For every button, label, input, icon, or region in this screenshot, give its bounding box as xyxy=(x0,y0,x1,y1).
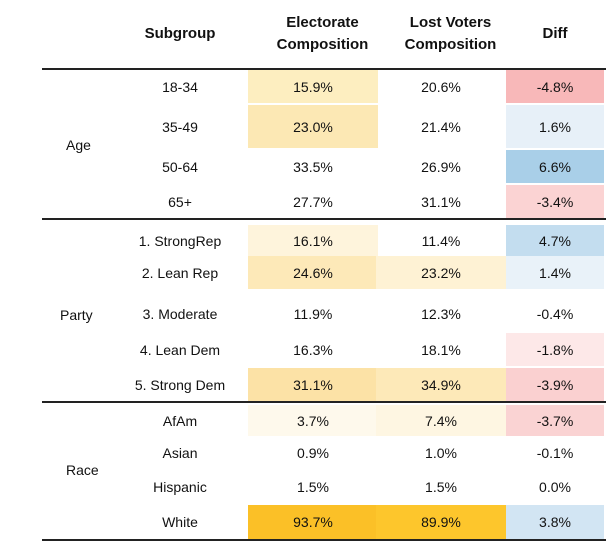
cell-lost: 89.9% xyxy=(376,505,506,539)
cell-subgroup: 2. Lean Rep xyxy=(141,264,219,281)
group-divider xyxy=(42,401,606,403)
header-diff: Diff xyxy=(542,25,568,42)
cell-electorate: 27.7% xyxy=(293,193,333,210)
cell-diff: -3.7% xyxy=(506,405,604,436)
cell-diff: 3.8% xyxy=(506,505,604,539)
cell-subgroup: 35-49 xyxy=(162,118,198,135)
cell-subgroup: 18-34 xyxy=(162,78,198,95)
cell-lost: 1.5% xyxy=(425,478,457,495)
cell-lost: 26.9% xyxy=(421,158,461,175)
table-row: 18-34 15.9% 20.6% -4.8% xyxy=(0,70,610,103)
cell-electorate: 93.7% xyxy=(248,505,378,539)
cell-electorate: 31.1% xyxy=(248,368,378,401)
cell-subgroup: 50-64 xyxy=(162,158,198,175)
cell-diff: -4.8% xyxy=(506,70,604,103)
table-row: AfAm 3.7% 7.4% -3.7% xyxy=(0,405,610,436)
cell-lost: 20.6% xyxy=(421,78,461,95)
cell-diff: -3.4% xyxy=(506,185,604,218)
group-label: Race xyxy=(66,462,99,478)
cell-electorate: 3.7% xyxy=(248,405,378,436)
cell-subgroup: 3. Moderate xyxy=(142,306,218,322)
group-label: Party xyxy=(60,307,93,323)
cell-lost: 18.1% xyxy=(421,341,461,358)
cell-diff: 0.0% xyxy=(539,478,571,495)
table-row: 4. Lean Dem 16.3% 18.1% -1.8% xyxy=(0,333,610,366)
table-row: White 93.7% 89.9% 3.8% xyxy=(0,505,610,539)
cell-subgroup: AfAm xyxy=(162,412,198,429)
cell-subgroup: 5. Strong Dem xyxy=(134,376,226,393)
cell-diff: 4.7% xyxy=(506,225,604,256)
cell-electorate: 16.3% xyxy=(293,341,333,358)
cell-lost: 12.3% xyxy=(421,306,461,322)
group-label: Age xyxy=(66,137,91,153)
cell-subgroup: Hispanic xyxy=(153,478,207,495)
cell-electorate: 1.5% xyxy=(297,478,329,495)
cell-diff: 1.4% xyxy=(506,256,604,289)
cell-electorate: 24.6% xyxy=(248,256,378,289)
header-electorate-composition: Electorate Composition xyxy=(276,14,369,53)
cell-subgroup: Asian xyxy=(162,444,198,461)
cell-diff: 1.6% xyxy=(506,105,604,148)
cell-lost: 11.4% xyxy=(421,232,461,249)
table-row: 35-49 23.0% 21.4% 1.6% xyxy=(0,105,610,148)
table-row: 1. StrongRep 16.1% 11.4% 4.7% xyxy=(0,225,610,256)
cell-lost: 21.4% xyxy=(421,118,461,135)
table-row: 2. Lean Rep 24.6% 23.2% 1.4% xyxy=(0,256,610,289)
cell-electorate: 11.9% xyxy=(293,306,333,322)
cell-subgroup: 65+ xyxy=(168,193,192,210)
table-row: 50-64 33.5% 26.9% 6.6% xyxy=(0,150,610,183)
cell-electorate: 16.1% xyxy=(248,225,378,256)
cell-diff: 6.6% xyxy=(506,150,604,183)
cell-lost: 31.1% xyxy=(421,193,461,210)
table-row: 65+ 27.7% 31.1% -3.4% xyxy=(0,185,610,218)
table-row: 3. Moderate 11.9% 12.3% -0.4% xyxy=(0,297,610,331)
cell-diff: -1.8% xyxy=(506,333,604,366)
cell-electorate: 23.0% xyxy=(248,105,378,148)
cell-subgroup: 1. StrongRep xyxy=(138,232,222,249)
cell-lost: 7.4% xyxy=(376,405,506,436)
group-divider xyxy=(42,68,606,70)
table-row: Asian 0.9% 1.0% -0.1% xyxy=(0,437,610,468)
cell-lost: 34.9% xyxy=(376,368,506,401)
table-row: 5. Strong Dem 31.1% 34.9% -3.9% xyxy=(0,368,610,401)
cell-electorate: 0.9% xyxy=(297,444,329,461)
cell-diff: -0.1% xyxy=(536,444,574,461)
cell-subgroup: White xyxy=(162,514,198,530)
header-lost-voters-composition: Lost Voters Composition xyxy=(404,14,497,53)
cell-diff: -0.4% xyxy=(536,306,574,322)
cell-lost: 23.2% xyxy=(376,256,506,289)
group-divider xyxy=(42,218,606,220)
cell-subgroup: 4. Lean Dem xyxy=(139,341,221,358)
cell-lost: 1.0% xyxy=(425,444,457,461)
table-header: Subgroup Electorate Composition Lost Vot… xyxy=(0,0,610,68)
cell-electorate: 33.5% xyxy=(293,158,333,175)
table-row: Hispanic 1.5% 1.5% 0.0% xyxy=(0,470,610,503)
header-subgroup: Subgroup xyxy=(144,25,216,42)
table-bottom-rule xyxy=(42,539,606,541)
cell-diff: -3.9% xyxy=(506,368,604,401)
cell-electorate: 15.9% xyxy=(248,70,378,103)
